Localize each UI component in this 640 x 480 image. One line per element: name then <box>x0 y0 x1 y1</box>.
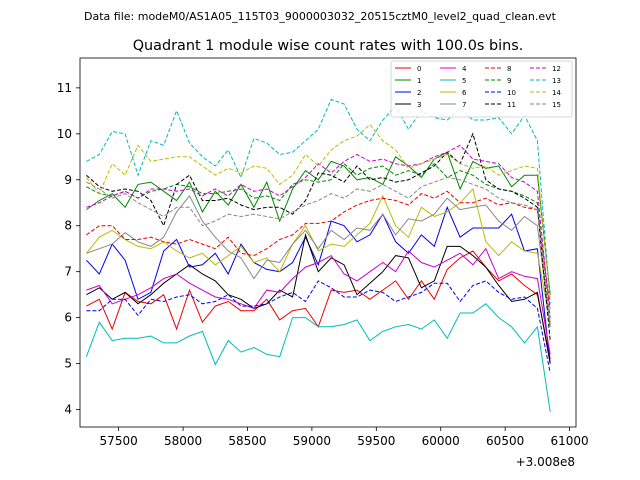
y-tick-label: 11 <box>57 81 72 95</box>
series-line-12 <box>86 144 551 318</box>
series-line-9 <box>86 162 551 327</box>
x-tick-label: 61000 <box>550 434 588 448</box>
x-tick-label: 59500 <box>357 434 395 448</box>
chart-title: Quadrant 1 module wise count rates with … <box>133 38 524 54</box>
legend-label-13: 13 <box>552 77 561 85</box>
x-tick-label: 58500 <box>228 434 266 448</box>
y-tick-label: 7 <box>64 265 72 279</box>
series-line-4 <box>86 247 551 355</box>
legend-label-1: 1 <box>417 77 421 85</box>
legend-label-12: 12 <box>552 65 561 73</box>
x-axis-ticks: 57500 58000 58500 59000 59500 60000 60500 61000 <box>100 427 589 448</box>
y-tick-label: 10 <box>57 127 72 141</box>
series-line-13 <box>86 98 551 304</box>
series-line-10 <box>86 280 551 373</box>
legend-label-4: 4 <box>462 65 467 73</box>
legend-label-8: 8 <box>507 65 511 73</box>
series-line-14 <box>86 123 551 300</box>
series-line-0 <box>86 250 551 360</box>
legend-box <box>390 60 573 118</box>
y-tick-label: 4 <box>64 403 72 417</box>
y-tick-label: 6 <box>64 311 72 325</box>
series-line-1 <box>86 151 551 295</box>
legend-label-5: 5 <box>462 77 466 85</box>
legend-label-6: 6 <box>462 89 467 97</box>
x-tick-label: 59000 <box>293 434 331 448</box>
legend-label-15: 15 <box>552 101 561 109</box>
series-line-11 <box>86 132 551 341</box>
legend-label-3: 3 <box>417 101 421 109</box>
y-axis-ticks: 4 5 6 7 8 9 10 11 <box>57 81 80 417</box>
series-line-5 <box>85 303 551 412</box>
axes-frame <box>79 57 577 428</box>
x-tick-label: 57500 <box>100 434 138 448</box>
y-tick-label: 5 <box>64 357 72 371</box>
legend-label-11: 11 <box>507 101 516 109</box>
series-line-7 <box>86 194 551 327</box>
series-line-3 <box>86 233 551 364</box>
legend-label-9: 9 <box>507 77 511 85</box>
legend-label-10: 10 <box>507 89 516 97</box>
y-tick-label: 8 <box>64 219 72 233</box>
x-tick-label: 58000 <box>164 434 202 448</box>
legend-label-0: 0 <box>417 65 421 73</box>
legend-label-7: 7 <box>462 101 466 109</box>
series-line-8 <box>86 190 551 309</box>
x-tick-label: 60500 <box>486 434 524 448</box>
series-line-2 <box>86 205 551 364</box>
legend-label-2: 2 <box>417 89 421 97</box>
x-axis-offset-label: +3.008e8 <box>516 455 575 469</box>
plot-lines <box>85 98 551 412</box>
chart-supertitle: Data file: modeM0/AS1A05_115T03_90000030… <box>84 10 557 23</box>
legend-label-14: 14 <box>552 89 561 97</box>
y-tick-label: 9 <box>64 173 72 187</box>
x-tick-label: 60000 <box>422 434 460 448</box>
